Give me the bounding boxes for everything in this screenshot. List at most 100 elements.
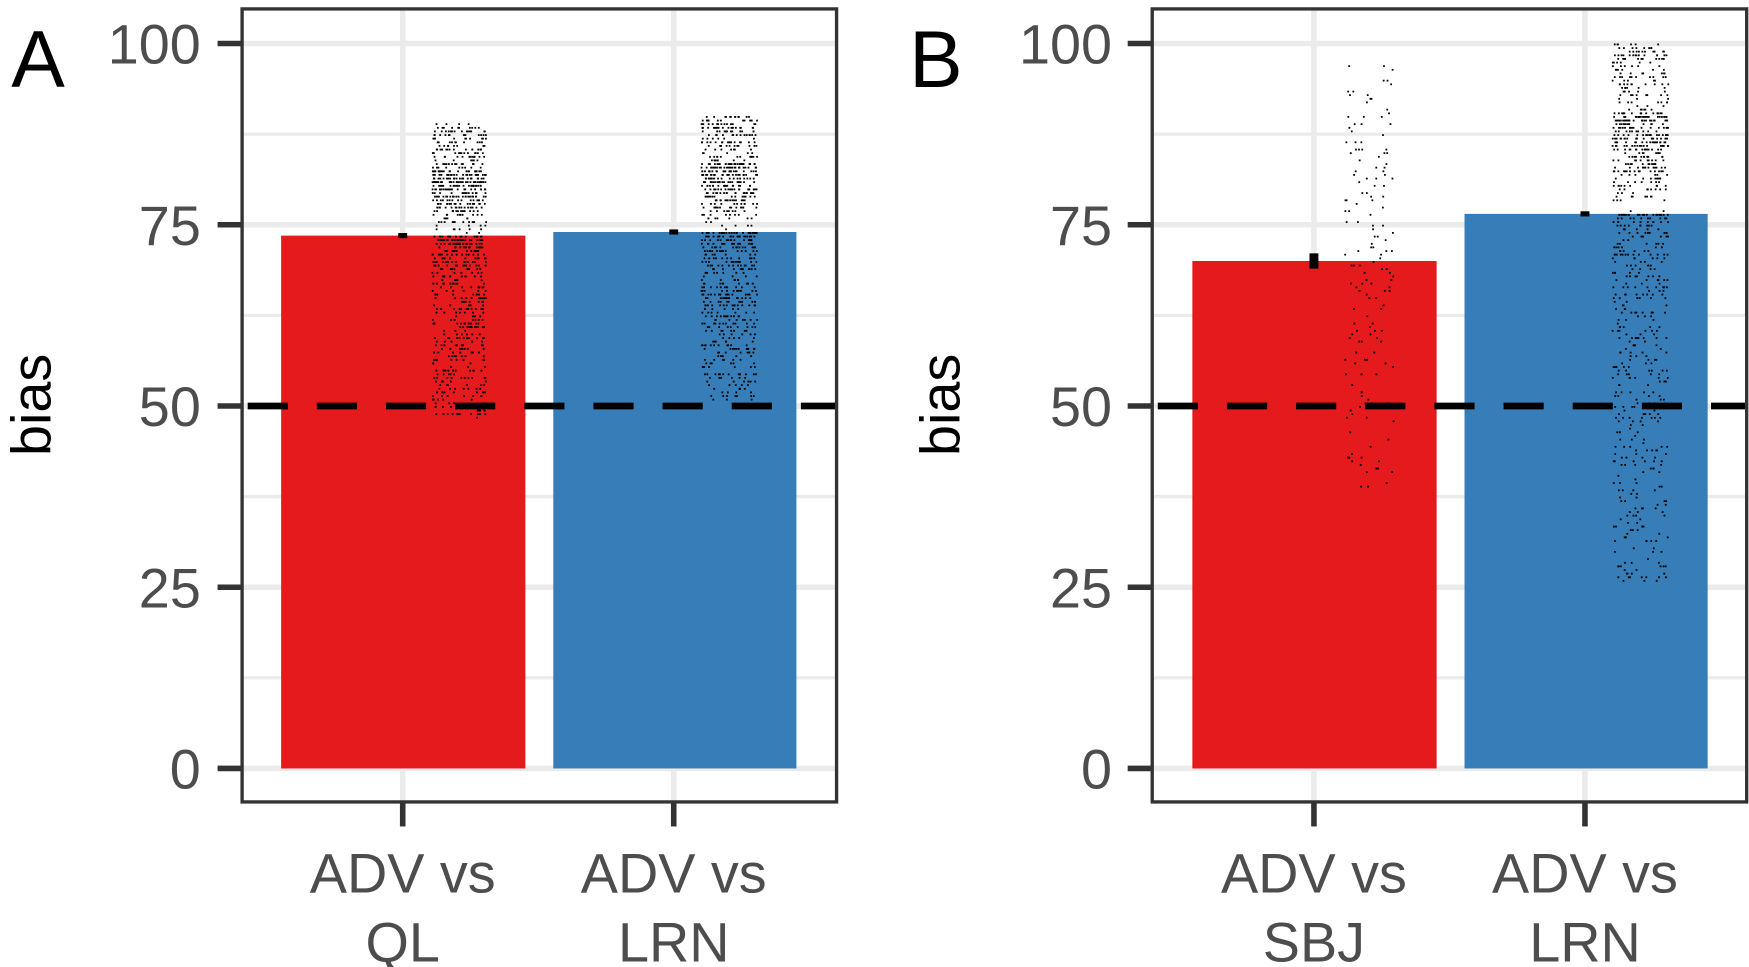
data-point xyxy=(478,293,480,296)
data-point xyxy=(727,181,730,184)
data-point xyxy=(481,308,484,310)
data-point xyxy=(1358,148,1360,151)
data-point xyxy=(478,141,481,144)
data-point xyxy=(1640,144,1643,147)
data-point xyxy=(1356,329,1358,332)
data-point xyxy=(476,199,479,202)
data-point xyxy=(712,181,715,184)
data-point xyxy=(471,184,474,187)
data-point xyxy=(749,239,751,242)
data-point xyxy=(711,123,714,126)
data-point xyxy=(441,268,444,271)
data-point xyxy=(1617,170,1620,173)
data-point xyxy=(1654,159,1657,162)
bar xyxy=(553,231,797,769)
data-point xyxy=(1384,362,1387,365)
data-point xyxy=(1647,358,1650,361)
data-point xyxy=(713,271,716,274)
data-point xyxy=(718,235,721,238)
data-point xyxy=(1641,213,1644,216)
data-point xyxy=(742,199,745,202)
data-point xyxy=(711,304,714,307)
data-point xyxy=(745,344,748,347)
data-point xyxy=(1375,373,1378,376)
data-point xyxy=(1352,264,1355,267)
data-point xyxy=(1649,373,1652,376)
data-point xyxy=(450,366,452,368)
data-point xyxy=(1623,83,1626,86)
data-point xyxy=(1633,250,1636,252)
data-point xyxy=(443,217,446,220)
data-point xyxy=(1662,50,1665,53)
data-point xyxy=(737,181,739,184)
data-point xyxy=(448,181,451,184)
data-point xyxy=(468,246,470,249)
data-point xyxy=(717,351,720,354)
data-point xyxy=(469,322,472,325)
data-point xyxy=(1392,231,1394,234)
data-point xyxy=(449,235,452,238)
data-point xyxy=(476,268,479,271)
data-point xyxy=(433,173,436,176)
data-point xyxy=(442,195,445,198)
data-point xyxy=(451,355,454,358)
data-point xyxy=(726,326,729,329)
data-point xyxy=(468,239,471,242)
data-point xyxy=(432,184,435,187)
data-point xyxy=(717,137,720,140)
data-point xyxy=(1348,337,1351,339)
data-point xyxy=(1345,373,1347,376)
data-point xyxy=(1652,137,1655,140)
data-point xyxy=(1642,166,1645,169)
data-point xyxy=(724,199,727,202)
data-point xyxy=(1650,181,1653,184)
data-point xyxy=(1667,235,1669,238)
data-point xyxy=(701,170,704,173)
data-point xyxy=(1630,163,1633,165)
data-point xyxy=(433,304,435,307)
data-point xyxy=(1649,61,1652,64)
data-point xyxy=(733,163,736,165)
data-point xyxy=(1627,163,1630,165)
data-point xyxy=(1625,318,1627,321)
data-point xyxy=(474,326,476,329)
data-point xyxy=(1657,420,1659,423)
data-point xyxy=(1641,456,1644,459)
data-point xyxy=(731,304,734,307)
data-point xyxy=(1647,148,1650,151)
data-point xyxy=(715,257,717,260)
data-point xyxy=(1649,297,1652,300)
data-point xyxy=(1635,355,1638,358)
data-point xyxy=(1625,275,1628,278)
data-point xyxy=(462,242,465,245)
data-point xyxy=(1361,148,1364,151)
data-point xyxy=(478,202,481,205)
data-point xyxy=(1613,460,1616,463)
data-point xyxy=(737,264,739,267)
data-point xyxy=(1656,253,1659,256)
data-point xyxy=(731,130,734,133)
data-point xyxy=(455,311,458,314)
data-point xyxy=(733,148,736,151)
data-point xyxy=(719,206,721,209)
data-point xyxy=(719,279,722,281)
data-point xyxy=(1619,253,1622,256)
data-point xyxy=(1639,268,1642,271)
data-point xyxy=(1650,195,1653,198)
data-point xyxy=(1655,286,1658,289)
data-point xyxy=(1639,260,1642,263)
data-point xyxy=(1355,202,1358,205)
data-point xyxy=(457,199,460,202)
data-point xyxy=(731,242,734,245)
data-point xyxy=(739,268,742,271)
data-point xyxy=(439,177,442,180)
data-point xyxy=(460,308,463,310)
data-point xyxy=(1648,231,1651,234)
data-point xyxy=(477,250,480,252)
data-point xyxy=(728,163,731,165)
data-point xyxy=(1642,115,1644,118)
data-point xyxy=(1623,366,1625,368)
data-point xyxy=(1630,83,1633,86)
data-point xyxy=(1385,482,1388,484)
data-point xyxy=(748,144,751,147)
